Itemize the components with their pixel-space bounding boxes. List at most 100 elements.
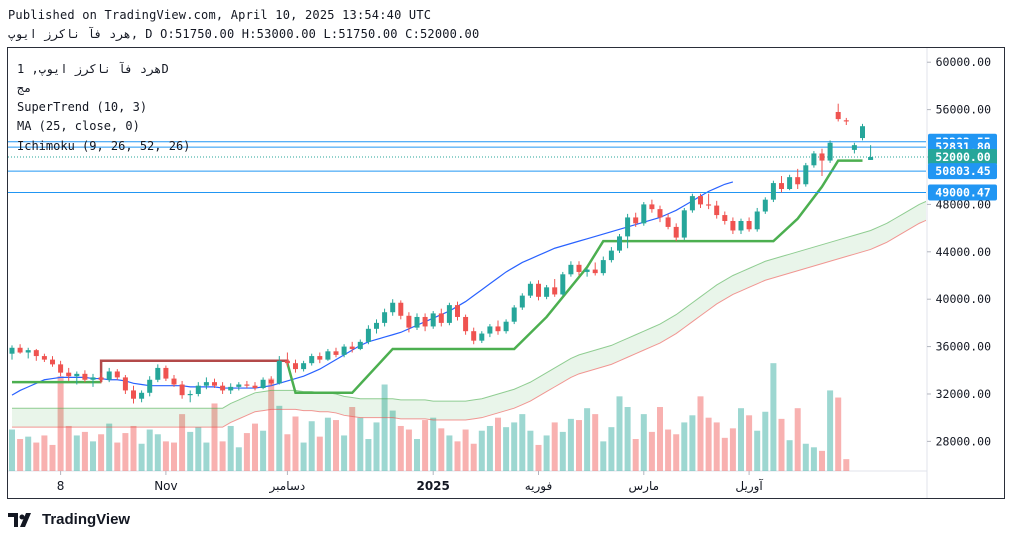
candle-body <box>487 326 493 334</box>
volume-bar <box>154 434 161 471</box>
candle-body <box>633 217 639 224</box>
candle-body <box>309 356 315 364</box>
volume-bar <box>138 443 145 471</box>
volume-bar <box>616 396 623 471</box>
y-tick-label: 36000.00 <box>936 340 991 354</box>
candle-body <box>714 205 720 216</box>
candle-body <box>82 373 88 380</box>
volume-bar <box>576 420 582 471</box>
legend-ma[interactable]: MA (25, close, 0) <box>17 119 140 133</box>
volume-bar <box>794 408 801 471</box>
candle-body <box>592 269 598 274</box>
published-info: Published on TradingView.com, April 10, … <box>8 8 432 22</box>
candle-body <box>446 305 452 323</box>
volume-bar <box>673 434 680 471</box>
volume-bar <box>608 427 615 471</box>
volume-bar <box>802 443 809 471</box>
candle-body <box>398 302 404 316</box>
candle-body <box>511 307 517 322</box>
y-tick-label: 44000.00 <box>936 245 991 259</box>
candle-body <box>795 177 801 185</box>
candle-body <box>730 220 736 231</box>
volume-bar <box>49 444 56 471</box>
volume-bar <box>146 429 153 471</box>
candle-body <box>754 211 760 230</box>
volume-bar <box>543 435 550 471</box>
volume-bar <box>373 422 380 471</box>
candle-body <box>349 346 355 349</box>
candle-body <box>171 378 177 385</box>
candle-body <box>471 331 477 341</box>
y-tick-label: 28000.00 <box>936 434 991 448</box>
candle-body <box>236 384 242 387</box>
candle-body <box>722 215 728 221</box>
volume-bar <box>33 442 40 471</box>
price-label-bg <box>928 163 997 180</box>
volume-bar <box>365 439 372 471</box>
volume-bar <box>389 410 396 471</box>
volume-bar <box>721 437 728 471</box>
price-label: 49000.47 <box>935 186 990 200</box>
volume-bar <box>341 435 348 471</box>
price-label: 52000.00 <box>935 150 990 164</box>
candle-body <box>827 142 833 161</box>
candle-body <box>779 183 784 189</box>
volume-bar <box>754 430 761 471</box>
candle-body <box>147 379 153 393</box>
volume-bar <box>90 441 96 471</box>
candle-body <box>276 360 282 384</box>
candle-body <box>284 360 290 364</box>
candle-body <box>179 384 185 396</box>
candle-body <box>122 377 128 391</box>
volume-bar <box>843 459 850 471</box>
candle-body <box>66 372 72 377</box>
supertrend-down-segment <box>99 359 289 383</box>
candle-body <box>584 269 590 272</box>
legend-ichimoku[interactable]: Ichimoku (9, 26, 52, 26) <box>17 139 191 153</box>
volume-bar <box>292 416 299 471</box>
volume-bar <box>106 423 113 471</box>
candle-body <box>860 126 865 139</box>
candle-body <box>843 120 849 122</box>
volume-bar <box>762 411 769 471</box>
tradingview-icon <box>8 512 31 527</box>
volume-bar <box>819 450 825 471</box>
candle-body <box>252 385 258 389</box>
candle-body <box>463 316 469 332</box>
volume-bar <box>827 390 834 471</box>
volume-bar <box>551 422 558 471</box>
volume-bar <box>746 415 753 471</box>
price-label-bg <box>928 149 997 166</box>
volume-bar <box>243 433 250 471</box>
candle-body <box>41 356 47 360</box>
volume-bar <box>9 429 15 471</box>
chart-frame <box>7 47 1005 499</box>
candle-body <box>301 363 307 370</box>
x-tick-label: 2025 <box>416 479 449 493</box>
y-tick-label: 56000.00 <box>936 103 991 117</box>
candle-body <box>414 316 420 328</box>
candle-body <box>576 264 582 272</box>
volume-bar <box>503 427 510 471</box>
volume-bar <box>681 422 688 471</box>
x-tick-label: آوریل <box>735 478 763 494</box>
candle-body <box>163 367 169 379</box>
candle-body <box>187 393 193 396</box>
candle-body <box>495 326 501 332</box>
volume-bar <box>624 407 631 471</box>
candle-body <box>268 379 274 384</box>
volume-bar <box>357 417 364 471</box>
candle-body <box>212 382 217 386</box>
volume-bar <box>235 447 242 471</box>
candle-body <box>519 295 525 308</box>
supertrend-up-segment-2 <box>286 159 863 395</box>
candle-body <box>819 153 825 161</box>
volume-bar <box>211 403 218 471</box>
volume-bar <box>17 439 24 471</box>
candle-body <box>139 392 145 399</box>
candle-body <box>50 359 55 365</box>
legend-supertrend[interactable]: SuperTrend (10, 3) <box>17 100 148 114</box>
candle-body <box>25 350 31 353</box>
candle-body <box>406 315 412 328</box>
